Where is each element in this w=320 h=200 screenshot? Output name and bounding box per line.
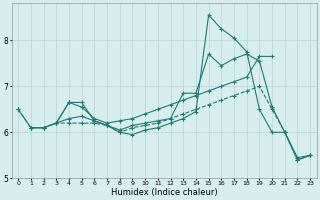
- X-axis label: Humidex (Indice chaleur): Humidex (Indice chaleur): [111, 188, 218, 197]
